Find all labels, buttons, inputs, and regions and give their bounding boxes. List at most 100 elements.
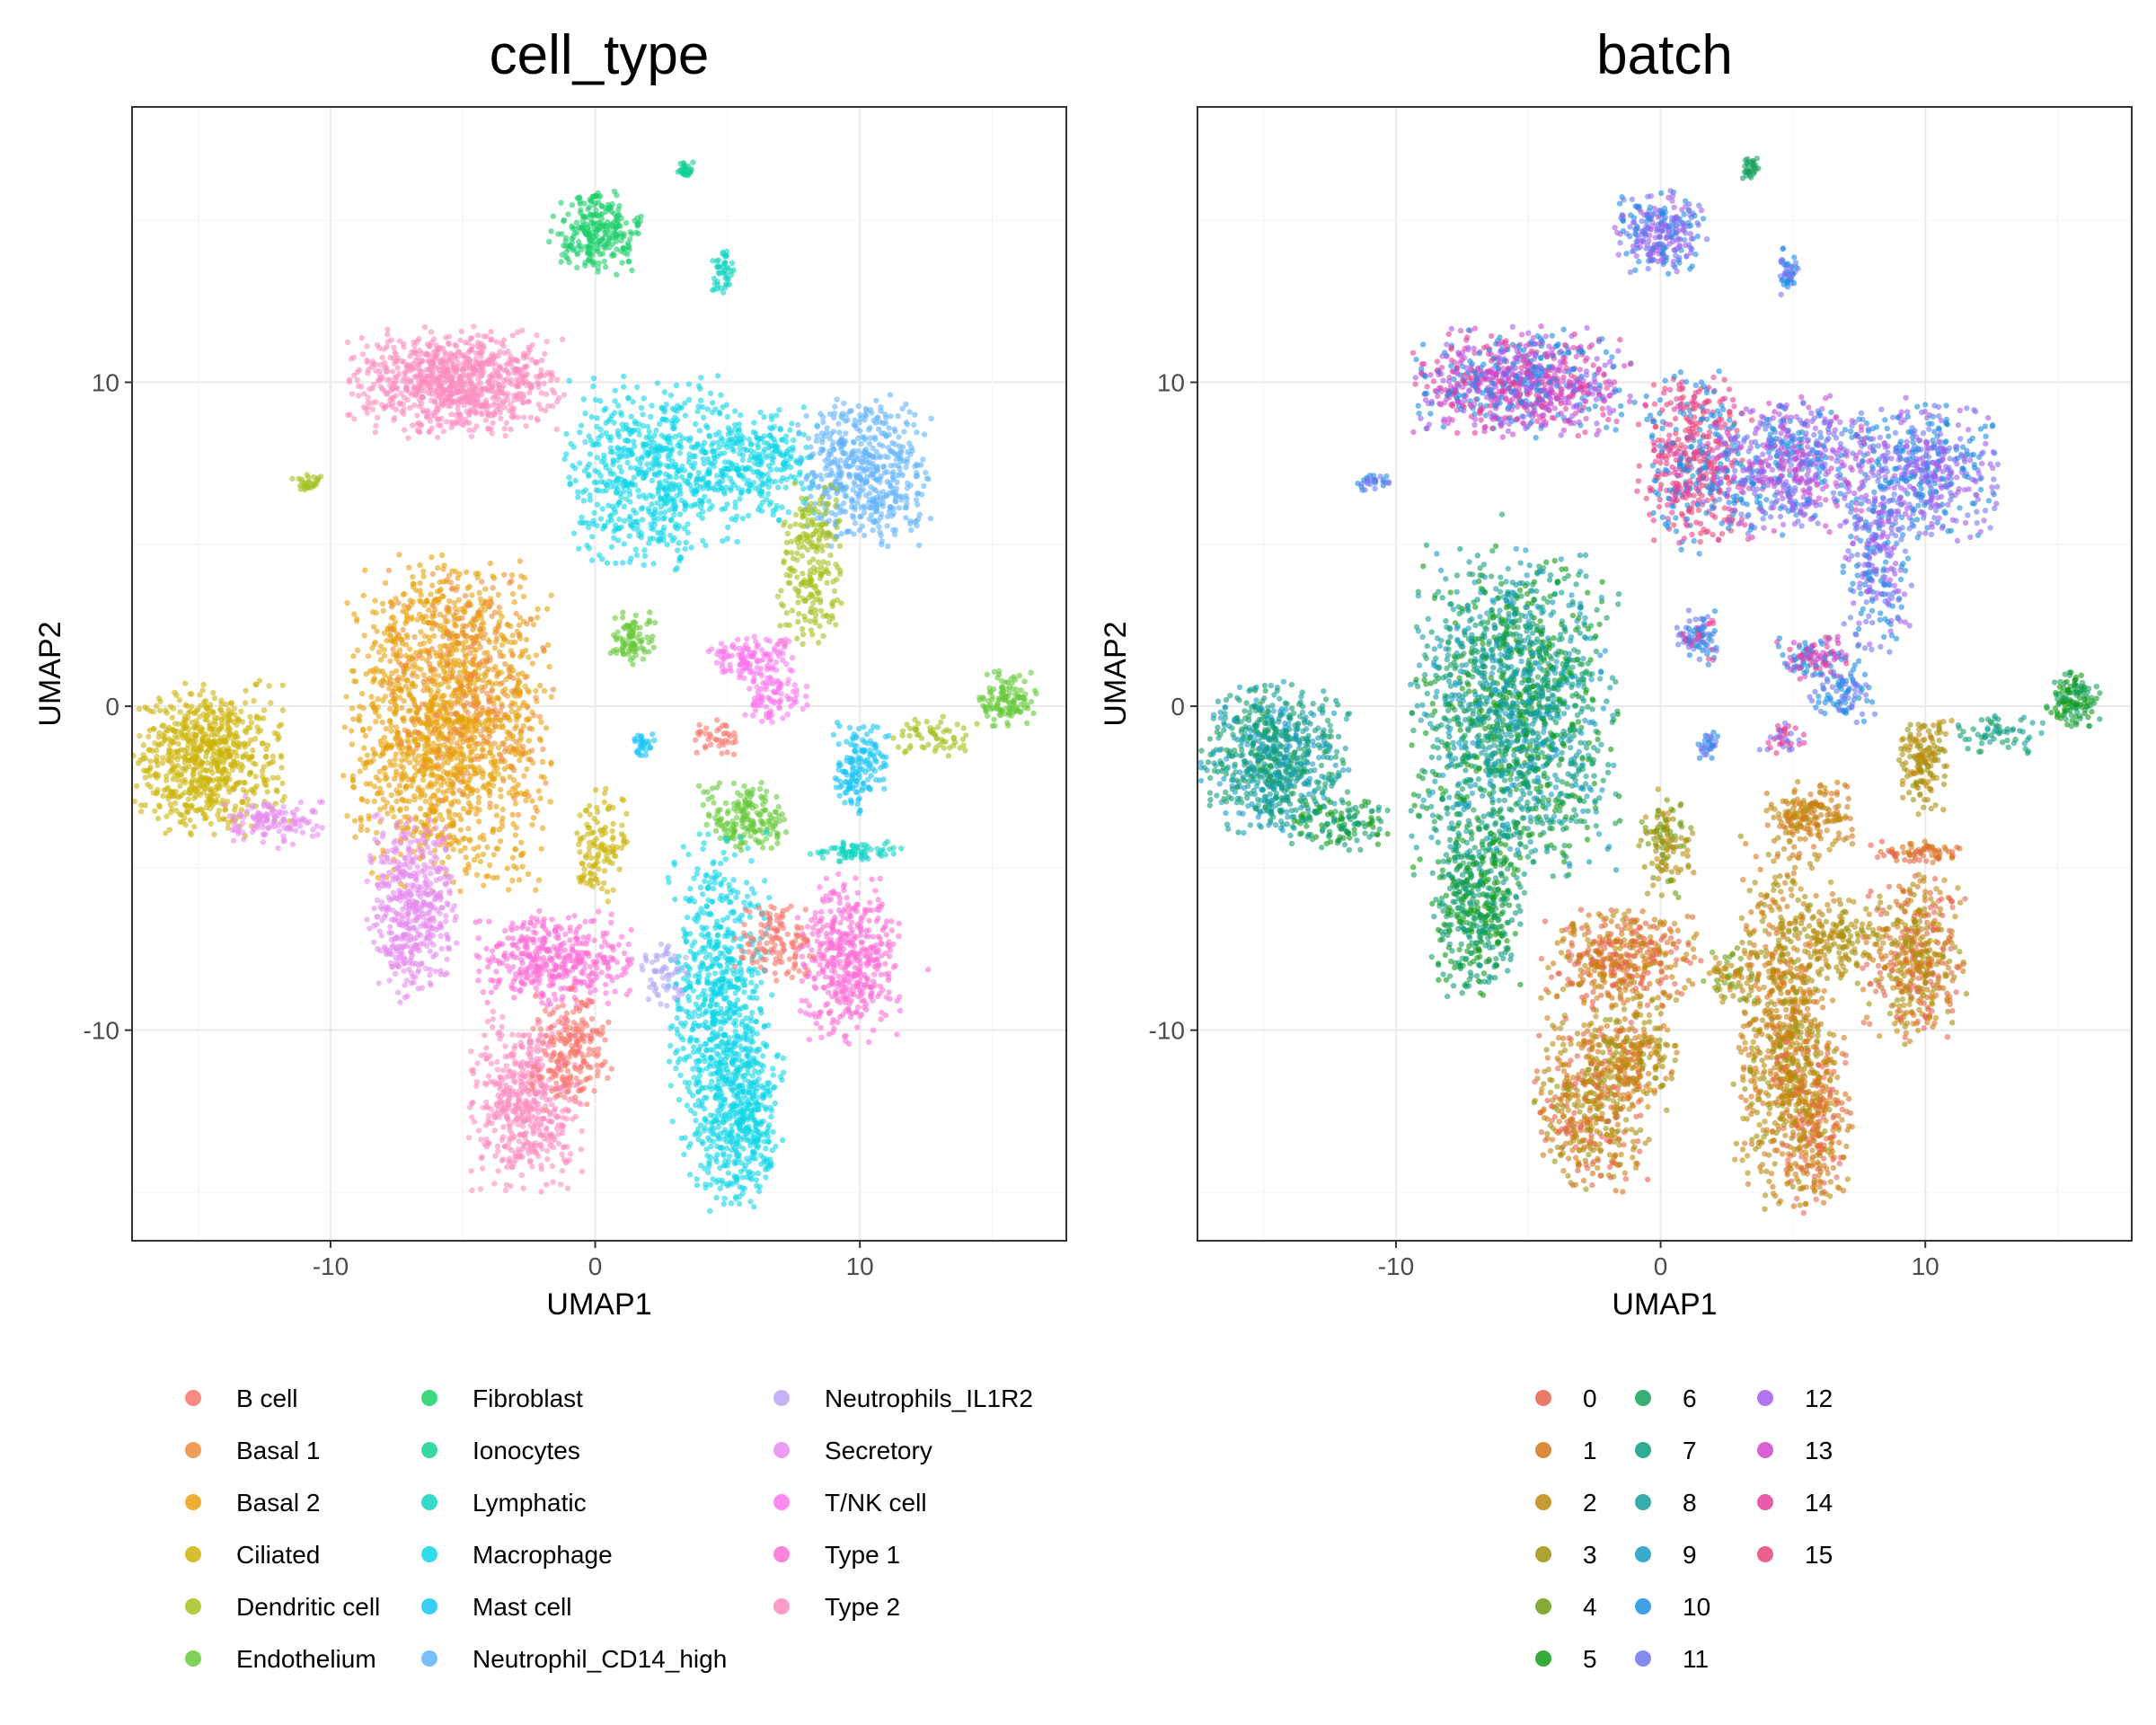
data-point <box>627 533 632 538</box>
data-point <box>894 480 899 485</box>
data-point <box>471 427 476 432</box>
data-point <box>789 550 794 555</box>
data-point <box>571 530 577 535</box>
data-point <box>351 611 357 616</box>
data-point <box>481 882 486 888</box>
data-point <box>420 687 426 693</box>
data-point <box>589 534 595 539</box>
data-point <box>479 579 484 584</box>
data-point <box>518 396 524 402</box>
data-point <box>454 367 459 372</box>
data-point <box>589 220 595 226</box>
data-point <box>609 544 614 550</box>
data-point <box>868 435 873 440</box>
data-point <box>526 654 531 659</box>
data-point <box>804 413 809 419</box>
data-point <box>454 775 459 781</box>
data-point <box>382 388 387 394</box>
data-point <box>857 514 862 519</box>
data-point <box>372 676 377 681</box>
data-point <box>498 717 503 722</box>
data-point <box>434 691 439 696</box>
data-point <box>363 733 368 739</box>
data-point <box>423 735 429 740</box>
data-point <box>588 497 593 502</box>
data-point <box>409 783 414 789</box>
data-point <box>439 860 445 865</box>
data-point <box>413 388 419 394</box>
data-point <box>763 455 768 460</box>
data-point <box>835 464 841 470</box>
data-point <box>340 773 346 778</box>
data-point <box>489 614 494 619</box>
data-point <box>702 440 707 446</box>
data-point <box>389 692 394 697</box>
data-point <box>434 406 439 411</box>
data-point <box>543 780 548 785</box>
data-point <box>877 529 882 535</box>
data-point <box>535 416 540 421</box>
data-point <box>879 511 884 517</box>
data-point <box>822 484 827 490</box>
data-point <box>487 801 492 806</box>
data-point <box>377 373 383 378</box>
data-point <box>443 334 448 340</box>
data-point <box>464 723 470 729</box>
data-point <box>412 737 418 742</box>
data-point <box>508 640 514 645</box>
data-point <box>679 474 685 480</box>
data-point <box>664 485 669 491</box>
data-point <box>641 395 647 401</box>
data-point <box>787 524 792 529</box>
data-point <box>804 496 809 501</box>
data-point <box>732 422 738 428</box>
data-point <box>437 660 442 666</box>
data-point <box>501 712 507 718</box>
data-point <box>535 385 541 390</box>
data-point <box>857 527 862 533</box>
data-point <box>493 715 499 721</box>
data-point <box>428 780 433 785</box>
data-point <box>384 747 389 752</box>
data-point <box>791 438 796 443</box>
data-point <box>582 411 588 416</box>
data-point <box>410 664 415 669</box>
data-point <box>484 845 490 850</box>
data-point <box>910 447 915 453</box>
data-point <box>490 585 495 590</box>
data-point <box>892 429 897 434</box>
data-point <box>364 781 369 786</box>
data-point <box>548 759 553 765</box>
data-point <box>706 433 711 438</box>
data-point <box>744 447 749 453</box>
data-point <box>365 827 370 833</box>
data-point <box>831 447 836 452</box>
data-point <box>919 491 924 497</box>
data-point <box>440 356 446 361</box>
data-point <box>510 591 516 597</box>
data-point <box>621 245 626 251</box>
data-point <box>393 734 399 739</box>
data-point <box>481 784 486 790</box>
data-point <box>482 586 488 591</box>
data-point <box>464 871 469 876</box>
data-point <box>603 232 608 237</box>
data-point <box>731 482 737 488</box>
data-point <box>407 745 412 750</box>
data-point <box>779 452 784 457</box>
data-point <box>475 376 481 382</box>
data-point <box>604 488 609 493</box>
data-point <box>835 421 841 427</box>
data-point <box>908 527 914 533</box>
data-point <box>468 807 473 812</box>
data-point <box>488 561 493 566</box>
data-point <box>677 450 683 456</box>
data-point <box>418 667 423 672</box>
data-point <box>923 470 928 475</box>
data-point <box>807 560 812 565</box>
data-point <box>896 434 901 439</box>
data-point <box>615 207 621 212</box>
data-point <box>387 681 393 686</box>
data-point <box>384 810 390 816</box>
